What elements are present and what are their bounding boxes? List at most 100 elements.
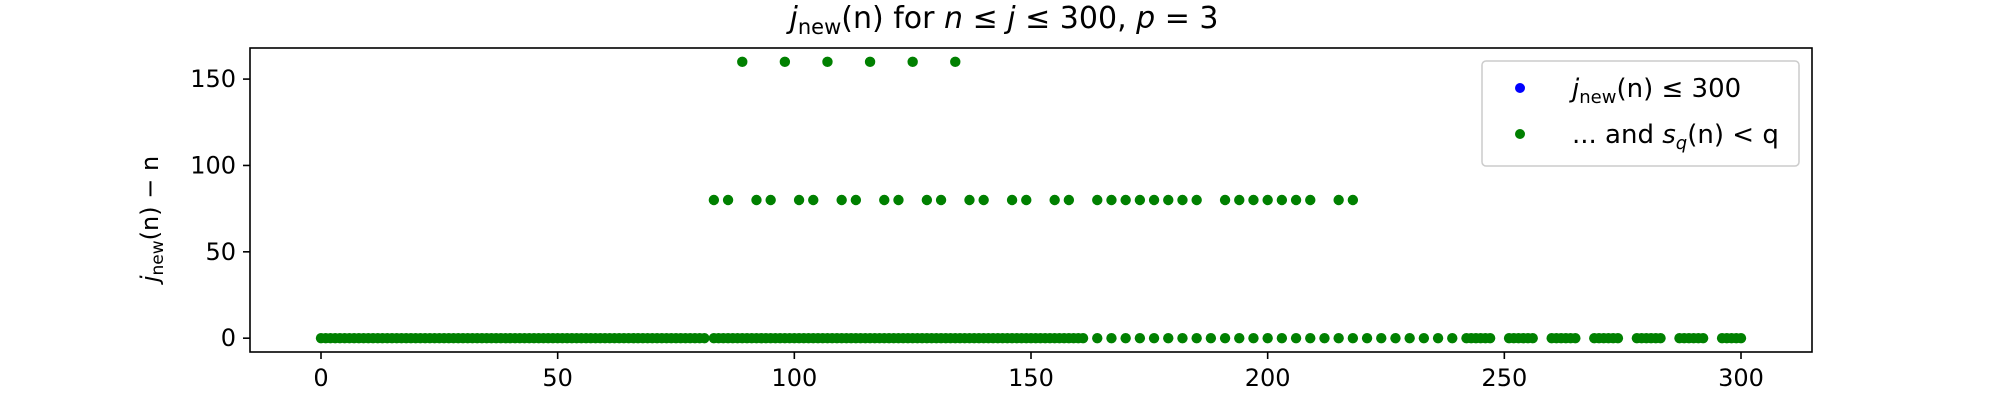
green-point	[1219, 194, 1231, 206]
green-point	[779, 56, 791, 68]
x-axis-ticks: 0 50 100 150 200 250 300	[313, 352, 1764, 392]
plot-frame	[249, 47, 1813, 353]
legend1-s: s	[1662, 120, 1676, 150]
title-paren: (n)	[841, 1, 883, 36]
ylabel-paren: (n) − n	[136, 156, 164, 241]
legend-marker-green	[1515, 129, 1525, 139]
green-point	[978, 194, 989, 206]
green-point	[1376, 332, 1387, 344]
green-point	[1006, 194, 1018, 206]
green-point	[1319, 332, 1330, 344]
y-tick-label: 50	[205, 238, 236, 266]
legend: jnew(n) ≤ 300 ... and sq(n) < q	[1481, 60, 1800, 167]
green-point	[1106, 194, 1117, 206]
x-tick-label: 0	[313, 364, 328, 392]
green-point	[1570, 332, 1581, 344]
legend0-sub: new	[1579, 87, 1616, 108]
ylabel-sub: new	[148, 240, 168, 275]
green-point	[1177, 194, 1188, 206]
green-point	[879, 194, 890, 206]
legend-label-0: jnew(n) ≤ 300	[1569, 74, 1741, 108]
title-le1: ≤	[963, 1, 1007, 36]
green-point	[1655, 332, 1666, 344]
legend0-j: j	[1569, 74, 1580, 104]
green-point	[935, 194, 947, 206]
green-point	[850, 194, 862, 206]
green-point	[1697, 332, 1709, 344]
green-point	[1333, 332, 1344, 344]
green-point	[1248, 332, 1259, 344]
green-point	[836, 194, 847, 206]
green-point	[1418, 332, 1430, 344]
title-n: n	[944, 1, 963, 36]
data-points	[315, 56, 1747, 344]
ylabel-j: j	[136, 275, 164, 285]
x-tick-label: 200	[1245, 364, 1291, 392]
green-point	[1347, 332, 1359, 344]
green-point	[1191, 332, 1202, 344]
green-point	[722, 194, 734, 206]
green-point	[1276, 332, 1288, 344]
legend-label-1: ... and sq(n) < q	[1572, 120, 1779, 154]
green-point	[1612, 332, 1624, 344]
legend1-pre: ... and	[1572, 120, 1662, 150]
green-point	[1404, 332, 1415, 344]
green-point	[893, 194, 904, 206]
legend-marker-blue	[1515, 83, 1525, 93]
title-le2: ≤ 300,	[1016, 1, 1137, 36]
y-tick-label: 100	[190, 151, 236, 179]
title-p: p	[1135, 1, 1155, 36]
green-point	[1527, 332, 1538, 344]
y-tick-label: 0	[221, 324, 236, 352]
green-point	[1390, 332, 1401, 344]
green-point	[765, 194, 776, 206]
green-point	[1305, 194, 1316, 206]
x-tick-label: 250	[1481, 364, 1527, 392]
green-point	[1177, 332, 1188, 344]
green-point	[1262, 194, 1273, 206]
legend0-rest: (n) ≤ 300	[1616, 74, 1741, 104]
y-axis-ticks: 0 50 100 150	[190, 65, 250, 352]
green-point	[822, 56, 833, 68]
green-point	[1248, 194, 1259, 206]
green-point	[1063, 194, 1075, 206]
green-point	[907, 56, 918, 68]
x-tick-label: 300	[1718, 364, 1764, 392]
title-rest: for	[884, 1, 944, 36]
green-point	[1361, 332, 1373, 344]
green-point	[1134, 332, 1146, 344]
green-point	[1735, 332, 1747, 344]
title-eq: = 3	[1155, 1, 1218, 36]
green-point	[1219, 332, 1231, 344]
legend1-rest: (n) < q	[1687, 120, 1779, 150]
green-point	[1049, 194, 1060, 206]
green-point	[793, 194, 805, 206]
green-point	[751, 194, 762, 206]
green-point	[1077, 332, 1089, 344]
green-point	[699, 332, 710, 344]
green-point	[950, 56, 961, 68]
legend1-sub: q	[1676, 133, 1687, 154]
green-point	[1191, 194, 1202, 206]
green-point	[1276, 194, 1288, 206]
green-point	[921, 194, 933, 206]
green-point	[1163, 332, 1174, 344]
title-sub: new	[798, 15, 841, 39]
x-tick-label: 100	[771, 364, 817, 392]
title-j: j	[786, 1, 799, 36]
green-point	[1432, 332, 1444, 344]
chart-title: jnew(n) for n ≤ j ≤ 300, p = 3	[786, 1, 1219, 39]
green-point	[1347, 194, 1359, 206]
green-point	[964, 194, 975, 206]
green-point	[1234, 194, 1245, 206]
green-point	[1092, 194, 1103, 206]
green-point	[1148, 194, 1160, 206]
green-point	[1484, 332, 1496, 344]
green-point	[1333, 194, 1344, 206]
green-point	[1148, 332, 1160, 344]
green-point	[1262, 332, 1273, 344]
x-tick-label: 50	[542, 364, 573, 392]
green-point	[1447, 332, 1458, 344]
green-point	[708, 194, 720, 206]
green-point	[1120, 194, 1131, 206]
